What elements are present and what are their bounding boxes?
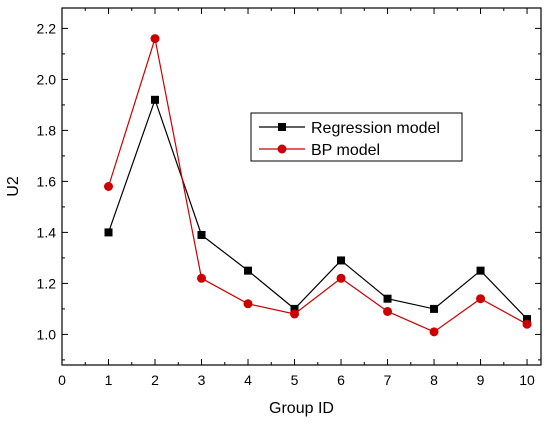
y-tick-label: 2.0 [37,71,57,87]
y-tick-label: 1.6 [37,173,57,189]
data-point [243,299,253,309]
axes [61,7,542,366]
data-point [383,294,392,303]
legend-marker [278,123,286,131]
x-tick-label: 9 [477,372,485,388]
data-point [429,327,439,337]
y-tick-label: 1.4 [37,224,57,240]
data-point [150,34,160,44]
data-point [337,256,346,265]
data-point [151,95,160,104]
series-line [107,38,528,333]
legend-label: BP model [311,142,380,159]
series-bp-model [104,34,532,337]
y-tick-label: 1.2 [37,275,57,291]
legend-entries: Regression model BP model [259,120,440,159]
x-tick-label: 1 [105,372,113,388]
data-point [336,273,346,283]
data-point [522,319,532,329]
y-axis-title: U2 [5,176,22,197]
tick-labels: 0 1 2 3 4 5 6 7 8 9 10 1.0 1.2 1.4 1.6 1.8 2.0 2.2 [37,20,536,388]
data-point [104,228,113,237]
legend-entry: Regression model [259,120,440,137]
x-tick-label: 8 [430,372,438,388]
x-tick-label: 0 [58,372,66,388]
data-point [197,230,206,239]
data-point [197,273,207,283]
x-tick-label: 5 [291,372,299,388]
x-tick-label: 2 [151,372,159,388]
legend: Regression model BP model [250,112,463,162]
plot-frame [61,7,542,366]
data-point [104,182,114,191]
x-tick-label: 3 [198,372,206,388]
legend-label: Regression model [311,120,440,137]
legend-entry: BP model [259,142,380,159]
data-point [476,294,486,304]
data-point [383,306,393,316]
data-point [290,309,300,319]
series-group [104,34,532,337]
y-tick-label: 1.0 [37,326,57,342]
data-point [523,315,532,324]
y-tick-label: 1.8 [37,122,57,138]
series-regression-model [104,95,532,324]
legend-box [250,112,463,162]
x-tick-label: 4 [244,372,252,388]
data-point [430,304,439,313]
data-point [476,266,485,275]
x-tick-label: 6 [337,372,345,388]
legend-marker [277,144,287,154]
y-tick-label: 2.2 [37,20,57,36]
series-line [107,97,528,320]
x-tick-label: 10 [519,372,535,388]
data-point [290,304,299,313]
x-axis-title: Group ID [269,400,334,417]
data-point [244,266,253,275]
x-tick-label: 7 [384,372,392,388]
tick-marks [61,8,541,365]
